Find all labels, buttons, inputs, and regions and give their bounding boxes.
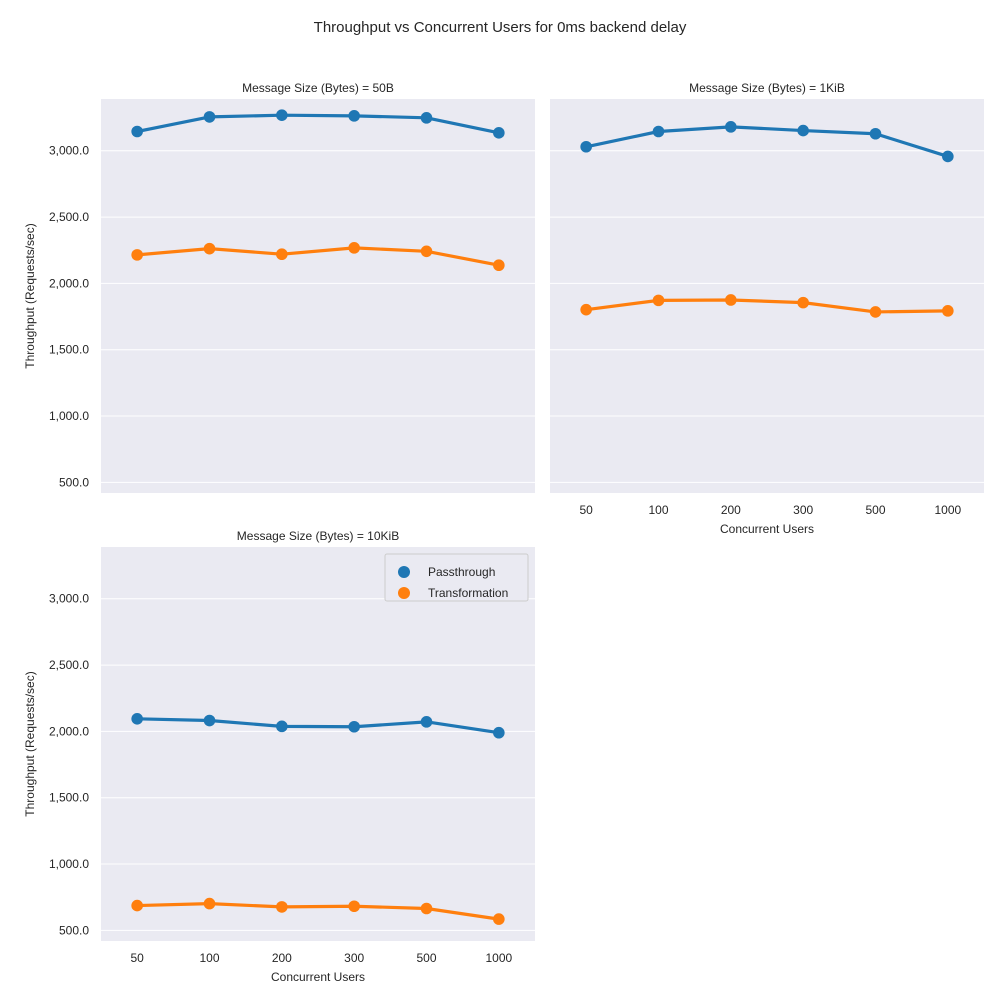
- x-tick-label: 500: [865, 503, 885, 517]
- panel-background: [550, 99, 984, 493]
- y-tick-label: 500.0: [59, 475, 89, 489]
- data-point-transformation: [276, 901, 288, 913]
- legend-label: Transformation: [428, 586, 508, 600]
- data-point-transformation: [420, 245, 433, 258]
- facet-panels: 500.0 1,000.0 1,500.0 2,000.0 2,500.0 3,000.0…: [23, 81, 984, 984]
- data-point-passthrough: [348, 110, 360, 122]
- series-line-passthrough: [135, 717, 501, 735]
- data-point-passthrough: [797, 124, 809, 137]
- panel-1: 500.0 1,000.0 1,500.0 2,000.0 2,500.0 3,000.0…: [23, 81, 535, 493]
- figure-title: Throughput vs Concurrent Users for 0ms b…: [314, 19, 687, 36]
- data-point-transformation: [203, 242, 216, 255]
- y-tick-label: 1,500.0: [49, 791, 89, 805]
- y-tick-label: 2,500.0: [49, 210, 89, 224]
- facet-title: Message Size (Bytes) = 1KiB: [689, 81, 845, 95]
- y-axis-label: Throughput (Requests/sec): [23, 671, 37, 816]
- x-tick-label: 50: [130, 951, 144, 965]
- facet-title: Message Size (Bytes) = 50B: [242, 81, 394, 95]
- y-tick-label: 2,000.0: [49, 276, 89, 290]
- data-point-passthrough: [131, 125, 143, 138]
- x-tick-label: 200: [272, 951, 292, 965]
- x-tick-label: 100: [199, 951, 219, 965]
- data-point-passthrough: [652, 125, 665, 138]
- y-tick-label: 500.0: [59, 923, 89, 937]
- data-point-transformation: [493, 913, 505, 925]
- x-tick-label: 100: [648, 503, 668, 517]
- y-tick-label: 2,500.0: [49, 658, 89, 672]
- panel-background: [101, 99, 535, 493]
- x-axis-label: Concurrent Users: [271, 970, 365, 984]
- y-tick-label: 2,000.0: [49, 724, 89, 738]
- x-tick-label: 500: [416, 951, 436, 965]
- data-point-transformation: [942, 305, 954, 317]
- data-point-passthrough: [131, 712, 143, 725]
- x-axis-label: Concurrent Users: [720, 522, 814, 536]
- data-point-transformation: [203, 897, 216, 910]
- facet-title: Message Size (Bytes) = 10KiB: [237, 529, 399, 543]
- data-point-passthrough: [348, 720, 360, 733]
- y-tick-label: 3,000.0: [49, 144, 89, 158]
- legend-marker: [398, 587, 410, 599]
- data-point-passthrough: [420, 716, 433, 728]
- data-point-transformation: [276, 248, 288, 261]
- data-point-transformation: [348, 900, 360, 913]
- x-tick-label: 50: [579, 503, 593, 517]
- y-tick-label: 1,000.0: [49, 857, 89, 871]
- x-tick-label: 300: [344, 951, 364, 965]
- data-point-transformation: [652, 294, 665, 307]
- y-axis-label: Throughput (Requests/sec): [23, 223, 37, 368]
- data-point-transformation: [131, 249, 143, 261]
- data-point-passthrough: [276, 109, 288, 121]
- y-tick-label: 3,000.0: [49, 592, 89, 606]
- legend-marker: [398, 566, 410, 578]
- data-point-passthrough: [203, 714, 216, 727]
- data-point-passthrough: [869, 127, 882, 140]
- data-point-passthrough: [725, 121, 737, 133]
- panel-3: 500.0 1,000.0 1,500.0 2,000.0 2,500.0 3,000.0…: [23, 529, 535, 984]
- legend: Passthrough Transformation: [384, 553, 529, 602]
- data-point-transformation: [493, 259, 505, 272]
- data-point-transformation: [131, 899, 143, 912]
- data-point-passthrough: [420, 112, 433, 124]
- data-point-transformation: [348, 242, 360, 254]
- data-point-transformation: [725, 294, 737, 306]
- panel-background: [101, 547, 535, 941]
- data-point-transformation: [797, 296, 809, 309]
- series-line-transformation: [135, 901, 501, 921]
- data-point-passthrough: [942, 150, 954, 163]
- panel-2: Message Size (Bytes) = 1KiB 50 100 200 300 50…: [550, 81, 984, 536]
- data-point-passthrough: [580, 140, 592, 153]
- series-line-transformation: [584, 298, 950, 314]
- data-point-transformation: [420, 902, 433, 915]
- x-tick-label: 300: [793, 503, 813, 517]
- y-tick-label: 1,500.0: [49, 343, 89, 357]
- data-point-passthrough: [203, 111, 216, 123]
- y-tick-label: 1,000.0: [49, 409, 89, 423]
- x-tick-label: 1000: [934, 503, 961, 517]
- x-tick-label: 200: [721, 503, 741, 517]
- data-point-passthrough: [493, 726, 505, 739]
- legend-box: [384, 553, 529, 602]
- data-point-transformation: [869, 306, 882, 318]
- series-line-transformation: [135, 246, 501, 267]
- data-point-transformation: [580, 303, 592, 316]
- legend-label: Passthrough: [428, 565, 495, 579]
- series-line-passthrough: [135, 113, 501, 135]
- x-tick-label: 1000: [485, 951, 512, 965]
- data-point-passthrough: [276, 720, 288, 733]
- data-point-passthrough: [493, 127, 505, 139]
- series-line-passthrough: [584, 125, 950, 159]
